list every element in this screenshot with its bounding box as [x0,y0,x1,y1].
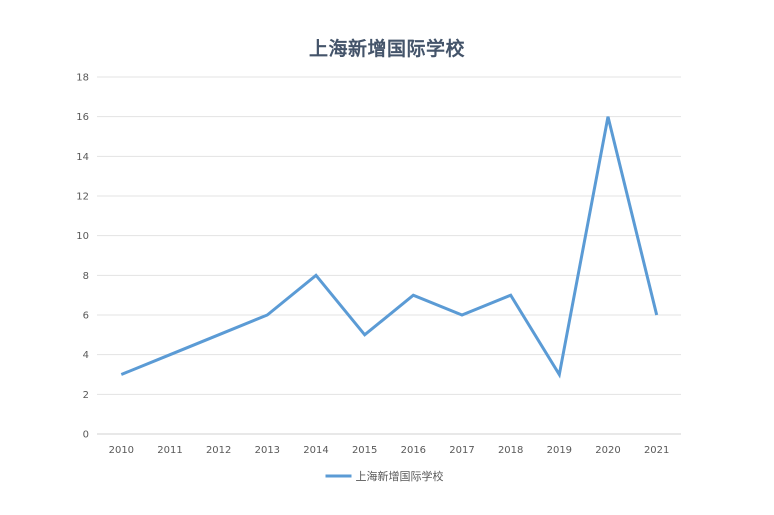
x-tick-label: 2021 [644,445,669,456]
x-tick-label: 2020 [595,445,620,456]
x-tick-label: 2018 [498,445,523,456]
y-tick-label: 6 [83,311,89,322]
series-lines [120,116,659,379]
x-tick-label: 2016 [401,445,426,456]
y-tick-label: 16 [76,112,89,123]
y-tick-label: 14 [76,152,89,163]
x-axis-ticks: 2010 2011 2012 2013 2014 2015 2016 2017 2018 2019… [109,445,670,456]
chart-title: 上海新增国际学校 [308,38,465,60]
y-tick-label: 0 [83,430,89,441]
x-tick-label: 2011 [157,445,182,456]
x-tick-label: 2012 [206,445,231,456]
x-tick-label: 2010 [109,445,134,456]
x-tick-label: 2015 [352,445,377,456]
legend: 上海新增国际学校 [325,469,444,483]
y-axis-ticks: 0 2 4 6 8 10 12 14 16 18 [76,73,89,441]
x-tick-label: 2017 [449,445,474,456]
x-tick-label: 2013 [255,445,280,456]
y-tick-label: 8 [83,271,89,282]
series-line [120,116,659,379]
x-tick-label: 2019 [547,445,572,456]
y-tick-label: 12 [76,192,89,203]
y-tick-label: 2 [83,390,89,401]
gridlines [97,76,681,435]
y-tick-label: 18 [76,73,89,84]
y-tick-label: 4 [83,350,89,361]
x-tick-label: 2014 [303,445,328,456]
y-tick-label: 10 [76,231,89,242]
legend-label: 上海新增国际学校 [356,469,444,483]
